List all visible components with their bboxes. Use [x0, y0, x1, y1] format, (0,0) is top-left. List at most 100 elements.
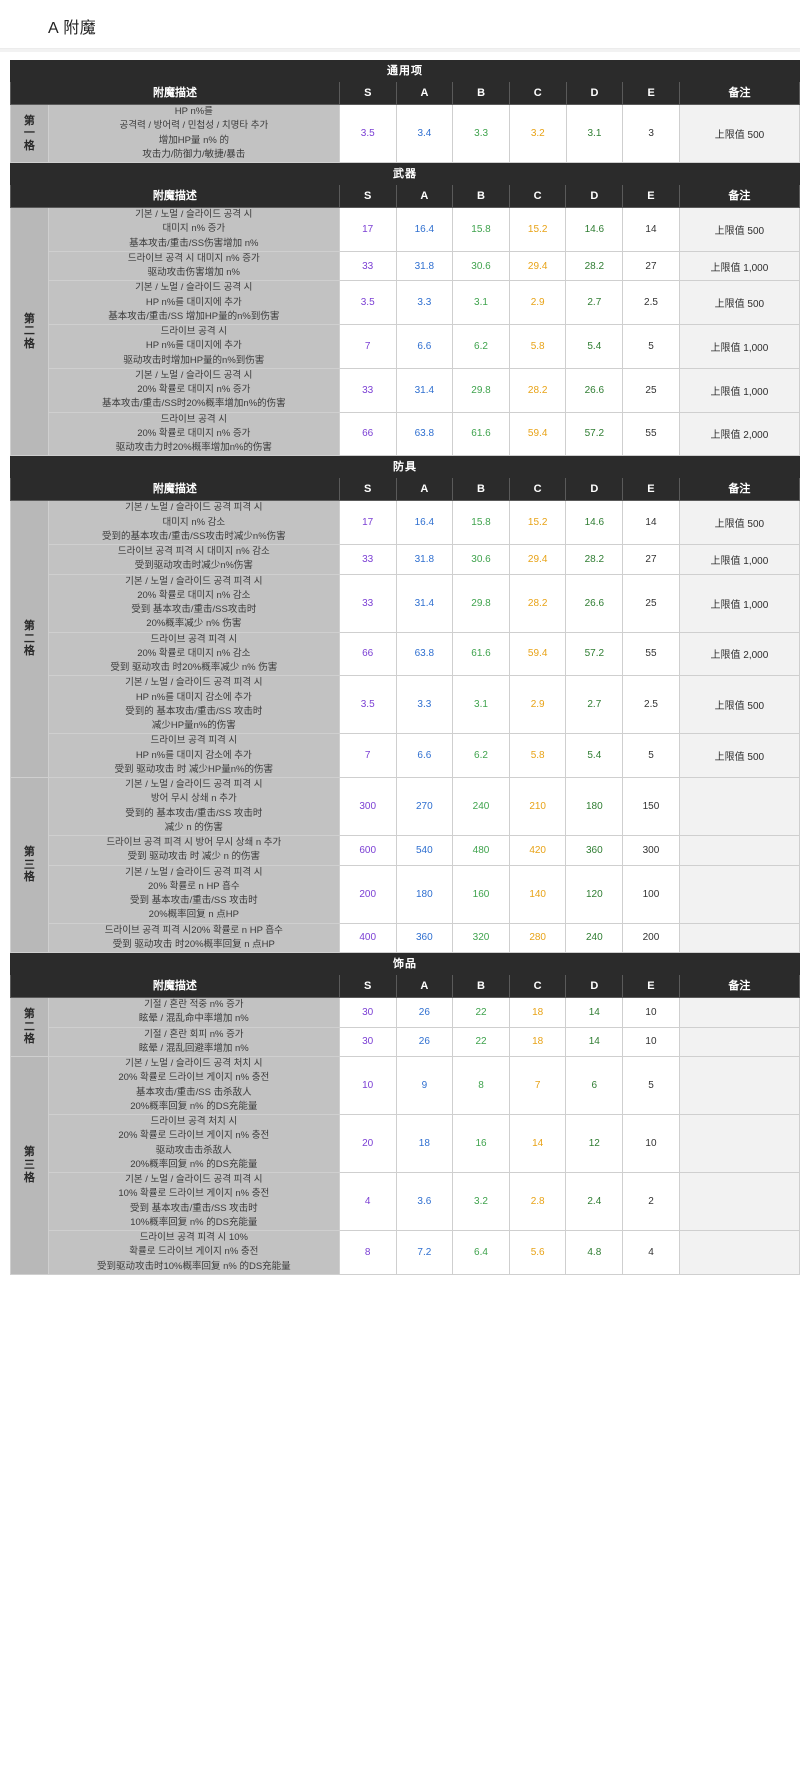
table-row: 드라이브 공격 피격 시 대미지 n% 감소 受到驱动攻击时减少n%伤害 33 31.… [11, 544, 800, 575]
description-line: 기본 / 노멀 / 슬라이드 공격 피격 시 [125, 1174, 263, 1185]
value-cell-b: 3.3 [452, 104, 510, 163]
table-row: 기본 / 노멀 / 슬라이드 공격 시 20% 확률로 대미지 n% 증가 基本攻击… [11, 367, 800, 413]
value-cell-c: 2.9 [508, 280, 567, 325]
description-line: 基本攻击/重击/SS 增加HP量的n%到伤害 [108, 310, 280, 322]
description-line: 受到 驱动攻击 时 减少HP量n%的伤害 [114, 763, 273, 775]
description-line: 受到驱动攻击时减少n%伤害 [134, 560, 253, 572]
enchant-description: 기본 / 노멀 / 슬라이드 공격 피격 시 방어 무시 상쇄 n 추가 受到的 基… [47, 777, 340, 836]
column-header-grade-e: E [622, 184, 680, 208]
enchant-description: 기본 / 노멀 / 슬라이드 공격 피격 시 20% 확률로 대미지 n% 감소 受… [47, 573, 340, 633]
value-cell-a: 3.6 [395, 1172, 454, 1231]
value-cell-a: 3.3 [395, 675, 454, 735]
column-header-grade-b: B [452, 974, 510, 998]
value-cell-s: 10 [338, 1056, 397, 1115]
note-cell: 上限值 500 [678, 733, 800, 778]
description-line: 受到驱动攻击时10%概率回复 n% 的DS充能量 [96, 1260, 291, 1272]
description-line: 受到 基本攻击/重击/SS 攻击时 [129, 1202, 258, 1214]
description-line: 受到 驱动攻击 时20%概率回复 n 点HP [112, 938, 275, 950]
description-line: 驱动攻击伤害增加 n% [147, 267, 240, 278]
description-line: 기본 / 노멀 / 슬라이드 공격 시 [135, 369, 253, 381]
column-header-grade-b: B [452, 184, 510, 208]
value-cell-c: 18 [508, 1026, 567, 1057]
table-row: 기본 / 노멀 / 슬라이드 공격 피격 시 10% 확률로 드라이브 게이지 n… [11, 1172, 800, 1231]
table-row: 드라이브 공격 피격 시 HP n%를 대미지 감소에 추가 受到 驱动攻击 时 减… [11, 733, 800, 778]
value-cell-a: 31.4 [395, 573, 454, 633]
enchant-section-table: 武器 附魔描述 S A B C D E 备注第二格 기본 / 노멀 / 슬라이드 공격 시 대미지 … [10, 163, 800, 457]
value-cell-d: 360 [565, 835, 624, 866]
enchant-description: 드라이브 공격 피격 시 HP n%를 대미지 감소에 추가 受到 驱动攻击 时 减… [47, 733, 340, 778]
value-cell-e: 300 [622, 835, 680, 866]
value-cell-s: 30 [338, 997, 397, 1028]
note-cell: 上限值 500 [678, 104, 800, 163]
table-row: 기절 / 혼란 회피 n% 증가 眩晕 / 混乱回避率增加 n% 30 26 22 18 1… [11, 1026, 800, 1057]
description-line: 드라이브 공격 피격 시 10% [139, 1232, 248, 1243]
section-banner-label: 通用项 [10, 60, 800, 82]
column-header-grade-c: C [508, 81, 567, 105]
value-cell-c: 7 [508, 1056, 567, 1115]
note-cell: 上限值 1,000 [678, 324, 800, 369]
enchant-section-table: 通用项 附魔描述 S A B C D E 备注第一格 HP n%를 공격력 / 방어력 / 민첩성 … [10, 60, 800, 163]
table-row: 기본 / 노멀 / 슬라이드 공격 피격 시 20% 확률로 n HP 흡수 受到 … [11, 864, 800, 924]
value-cell-s: 66 [338, 411, 397, 457]
description-line: 基本攻击/重击/SS 击杀敌人 [136, 1086, 252, 1098]
description-line: 드라이브 공격 피격 시20% 확률로 n HP 흡수 [104, 924, 283, 936]
column-header-note: 备注 [678, 81, 800, 105]
value-cell-b: 30.6 [452, 544, 510, 575]
column-header-grade-c: C [508, 974, 567, 998]
note-cell [678, 1172, 800, 1231]
value-cell-b: 22 [452, 997, 510, 1028]
description-line: 基本攻击/重击/SS时20%概率增加n%的伤害 [101, 398, 286, 410]
enchant-description: 드라이브 공격 피격 시 대미지 n% 감소 受到驱动攻击时减少n%伤害 [47, 544, 340, 575]
value-cell-e: 2.5 [622, 280, 680, 325]
section-banner-label: 武器 [10, 163, 800, 185]
note-cell [678, 1114, 800, 1173]
column-header-grade-c: C [508, 184, 567, 208]
description-line: 드라이브 공격 처치 시 [150, 1116, 238, 1127]
table-row: 기본 / 노멀 / 슬라이드 공격 시 HP n%를 대미지에 추가 基本攻击/重击… [11, 280, 800, 325]
value-cell-d: 4.8 [565, 1230, 624, 1275]
value-cell-a: 26 [395, 1026, 454, 1057]
value-cell-d: 5.4 [565, 324, 624, 369]
column-header-grade-a: A [395, 184, 454, 208]
column-header-grade-d: D [565, 81, 624, 105]
enchant-description: 드라이브 공격 시 HP n%를 대미지에 추가 驱动攻击时增加HP量的n%到伤害 [47, 324, 340, 369]
value-cell-b: 320 [452, 922, 510, 953]
value-cell-s: 66 [338, 631, 397, 677]
value-cell-a: 3.3 [395, 280, 454, 325]
description-line: 减少HP量n%的伤害 [151, 720, 236, 731]
table-row: 드라이브 공격 피격 시20% 확률로 n HP 흡수 受到 驱动攻击 时20%概… [11, 922, 800, 953]
value-cell-b: 29.8 [452, 573, 510, 633]
enchant-description: 기절 / 혼란 회피 n% 증가 眩晕 / 混乱回避率增加 n% [47, 1026, 340, 1057]
value-cell-d: 26.6 [565, 367, 624, 413]
value-cell-e: 27 [622, 250, 680, 282]
enchant-description: 기절 / 혼란 적중 n% 증가 眩晕 / 混乱命中率增加 n% [47, 997, 340, 1028]
table-row: 第二格 기본 / 노멀 / 슬라이드 공격 피격 시 대미지 n% 감소 受到的基本攻… [10, 500, 800, 778]
enchant-description: HP n%를 공격력 / 방어력 / 민첩성 / 치명타 추가 增加HP量 n% 的… [47, 104, 340, 163]
page-title: A 附魔 [48, 20, 97, 37]
enchant-description: 드라이브 공격 시 20% 확률로 대미지 n% 증가 驱动攻击力时20%概率增加n… [47, 411, 340, 457]
description-line: 20%概率减少 n% 伤害 [146, 618, 242, 630]
enchant-description: 드라이브 공격 피격 시 20% 확률로 대미지 n% 감소 受到 驱动攻击 时20… [47, 631, 340, 677]
enchant-tables-host: 通用项 附魔描述 S A B C D E 备注第一格 HP n%를 공격력 / 방어력 / 민첩성 … [0, 60, 800, 1275]
value-cell-c: 15.2 [508, 207, 567, 252]
column-header-grade-s: S [338, 974, 397, 998]
table-row: 드라이브 공격 피격 시 10% 확률로 드라이브 게이지 n% 충전 受到驱动攻击… [11, 1230, 800, 1275]
value-cell-a: 9 [395, 1056, 454, 1115]
table-row: 드라이브 공격 시 HP n%를 대미지에 추가 驱动攻击时增加HP量的n%到伤害 7… [11, 324, 800, 369]
value-cell-d: 26.6 [565, 573, 624, 633]
description-line: 기본 / 노멀 / 슬라이드 공격 피격 시 [125, 502, 263, 514]
column-header-description: 附魔描述 [10, 184, 340, 208]
value-cell-a: 31.8 [395, 544, 454, 575]
column-header-description: 附魔描述 [10, 974, 340, 998]
description-line: HP n%를 대미지에 추가 [145, 340, 242, 352]
value-cell-c: 29.4 [508, 544, 567, 575]
value-cell-b: 6.2 [452, 324, 510, 369]
column-header-grade-d: D [565, 974, 624, 998]
description-line: 受到 基本攻击/重击/SS 攻击时 [129, 895, 258, 906]
value-cell-d: 2.7 [565, 280, 624, 325]
slot-label: 第三格 [10, 777, 49, 953]
enchant-description: 드라이브 공격 피격 시 방어 무시 상쇄 n 추가 受到 驱动攻击 时 减少 n… [47, 835, 340, 866]
note-cell: 上限值 500 [678, 500, 800, 545]
value-cell-c: 28.2 [508, 367, 567, 413]
value-cell-s: 600 [338, 835, 397, 866]
